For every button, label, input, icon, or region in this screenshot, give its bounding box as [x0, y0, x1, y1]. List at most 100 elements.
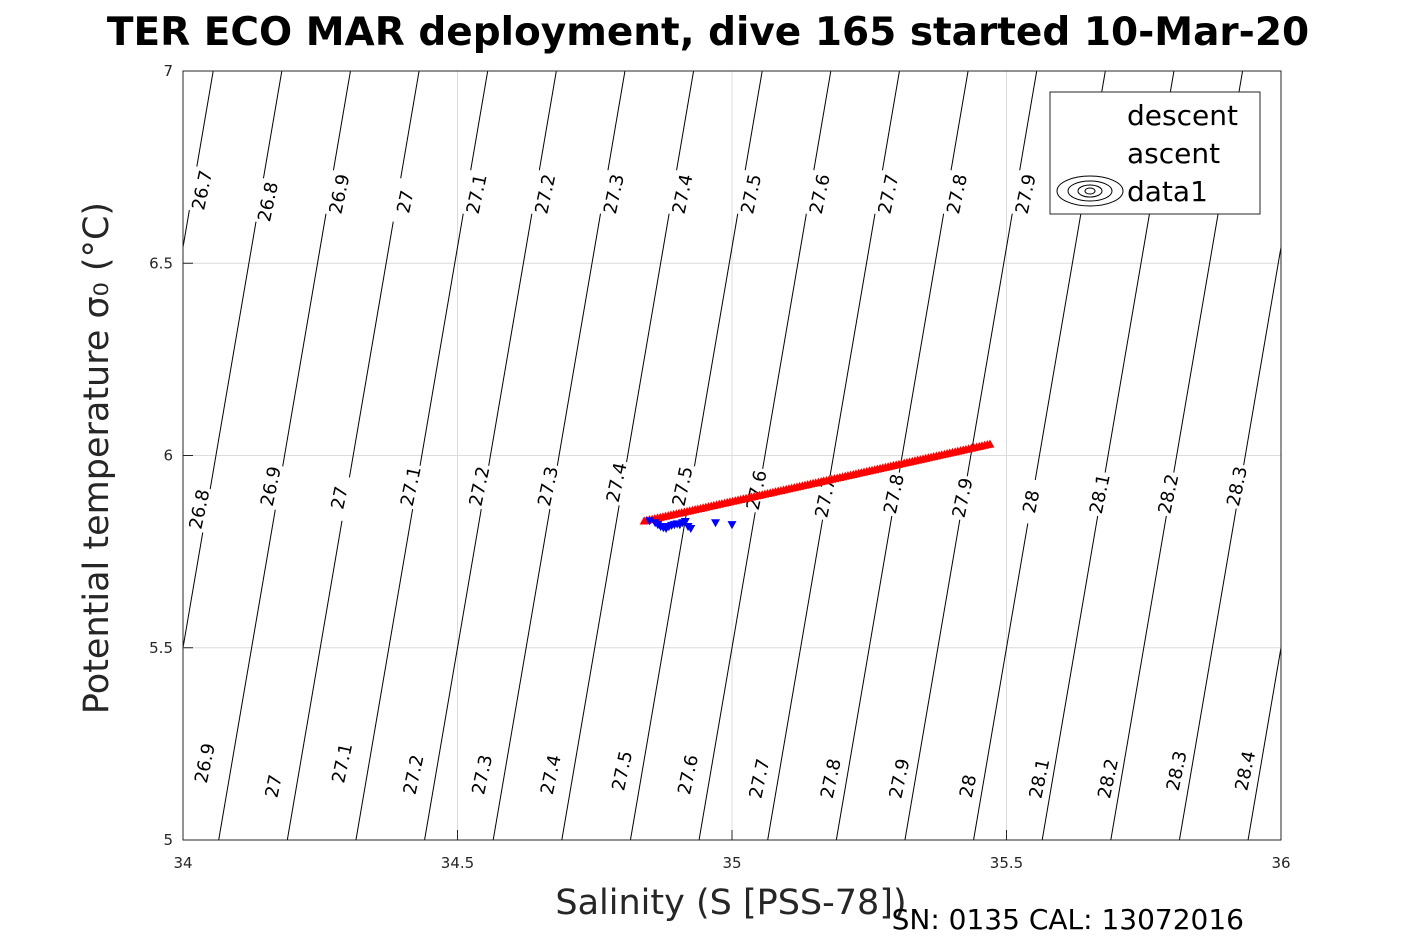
contour-label: 27.4	[534, 750, 566, 799]
contour-label-text: 27.6	[806, 172, 835, 216]
contour-label-bg	[257, 762, 288, 810]
contour-label: 27.1	[394, 462, 426, 510]
contour-label-bg	[1220, 462, 1252, 510]
contour-label: 27.3	[531, 462, 563, 510]
contour-label: 28.3	[1220, 462, 1252, 510]
contour-label-bg	[666, 462, 697, 510]
contour-label-bg	[597, 170, 629, 218]
contour-label-bg	[671, 750, 703, 799]
contour-label-bg	[394, 462, 426, 510]
contour-label-text: 27.8	[943, 172, 972, 216]
contour-label-bg	[460, 170, 492, 218]
contour-label-bg	[1083, 469, 1115, 518]
contour-label-text: 26.7	[188, 169, 217, 213]
contour-label: 27.4	[600, 458, 632, 507]
contour-label-bg	[254, 462, 286, 510]
contour-label-bg	[877, 469, 909, 518]
x-tick-label: 35.5	[990, 854, 1023, 872]
contour-label-bg	[600, 458, 632, 507]
contour-ring	[1084, 187, 1096, 195]
contour-label: 28	[951, 762, 983, 810]
contour-label: 27.2	[529, 170, 560, 218]
contour-label-bg	[946, 473, 977, 522]
isopycnal-line	[1385, 71, 1417, 840]
contour-label-bg	[1023, 754, 1054, 803]
x-tick-label: 35	[722, 854, 741, 872]
contour-label: 28.2	[1152, 469, 1183, 518]
contour-label-text: 27.3	[600, 172, 629, 216]
contour-label-text: 27.6	[674, 753, 703, 797]
contour-label: 27	[389, 177, 420, 226]
legend-label: ascent	[1127, 137, 1220, 170]
contour-label-bg	[951, 762, 983, 810]
contour-label: 28.2	[1091, 754, 1123, 803]
contour-label-text: 27.8	[817, 757, 846, 801]
isopycnal-line	[1247, 644, 1281, 840]
contour-label-bg	[1014, 477, 1046, 526]
contour-label-bg	[323, 170, 354, 218]
contour-label: 27.4	[666, 170, 698, 218]
contour-label-text: 26.9	[257, 465, 286, 509]
contour-label-bg	[1229, 746, 1260, 795]
contour-label-bg	[940, 170, 972, 218]
contour-label-text: 27.5	[669, 465, 698, 509]
contour-label-text: 27.2	[466, 465, 495, 509]
legend: descent ascent data1	[1049, 91, 1261, 215]
contour-label: 27	[323, 473, 354, 522]
contour-label-text: 27.5	[737, 172, 766, 216]
contour-label: 27.1	[460, 170, 492, 218]
contour-label-text: 26.8	[186, 488, 215, 532]
chart-title: TER ECO MAR deployment, dive 165 started…	[107, 10, 1309, 55]
contour-label: 28.3	[1160, 746, 1192, 795]
descent-point	[686, 524, 696, 534]
contour-label-text: 27.2	[531, 172, 560, 216]
contour-label-text: 27.9	[949, 476, 978, 520]
contour-label: 27.6	[803, 170, 835, 218]
x-tick-label: 34.5	[441, 854, 474, 872]
x-tick-label: 36	[1271, 854, 1290, 872]
contour-label: 27.9	[883, 754, 914, 803]
contour-label-bg	[465, 750, 497, 799]
contour-label: 28.1	[1083, 469, 1115, 518]
y-tick-label: 6	[163, 447, 173, 465]
contour-label-bg	[666, 170, 697, 218]
contour-label-bg	[1091, 754, 1123, 803]
contour-label-text: 27.3	[534, 465, 563, 509]
contour-label: 26.8	[183, 485, 215, 533]
contour-label: 27.7	[872, 170, 903, 218]
legend-label: data1	[1127, 175, 1208, 208]
contour-label-text: 28	[1019, 488, 1044, 515]
contour-label: 27.8	[940, 170, 972, 218]
contour-label: 26.7	[185, 166, 217, 214]
x-tick-label: 34	[173, 854, 192, 872]
contour-label-text: 28.3	[1163, 749, 1192, 793]
contour-label: 26.9	[254, 462, 286, 510]
contour-label: 28.4	[1229, 746, 1260, 795]
contour-label: 27.7	[743, 754, 775, 803]
legend-box	[1049, 91, 1261, 215]
ascent-point	[985, 439, 995, 448]
isopycnal-line	[1178, 244, 1281, 840]
contour-label-bg	[814, 754, 846, 803]
contour-label-bg	[1152, 469, 1183, 518]
y-tick-label: 6.5	[149, 254, 173, 272]
contour-label-text: 27.1	[397, 465, 426, 509]
contour-label: 27	[257, 762, 288, 810]
contour-ring	[1077, 184, 1103, 198]
contour-label-bg	[605, 746, 637, 795]
contour-label-bg	[883, 754, 914, 803]
contour-label-text: 27.7	[746, 757, 775, 801]
contour-label: 27.9	[1009, 170, 1041, 218]
contour-label-bg	[734, 170, 766, 218]
contour-label: 26.8	[251, 177, 283, 226]
x-axis-label: Salinity (S [PSS-78])	[555, 883, 906, 923]
contour-label-bg	[743, 754, 774, 803]
contour-label: 27.1	[325, 739, 357, 787]
contour-label-text: 27	[261, 773, 286, 800]
contour-ring	[1056, 175, 1124, 207]
contour-label: 26.9	[188, 739, 220, 787]
contour-label: 27.5	[666, 462, 698, 510]
contour-ring	[1067, 180, 1113, 202]
contour-label-bg	[872, 170, 903, 218]
